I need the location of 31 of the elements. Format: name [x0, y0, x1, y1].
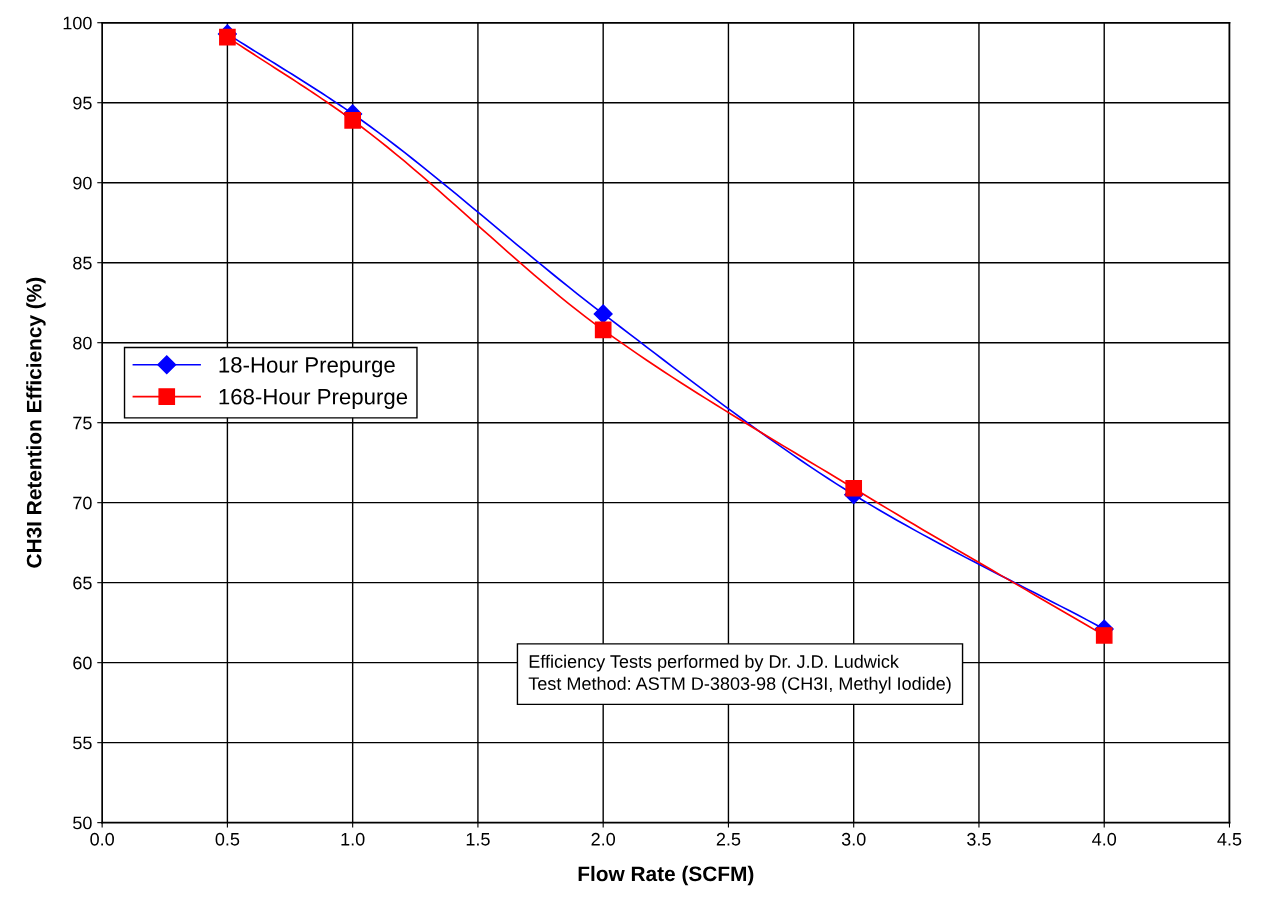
x-tick-label: 4.5 — [1217, 833, 1242, 846]
y-tick-label: 70 — [73, 496, 92, 510]
y-tick-label: 80 — [73, 336, 92, 350]
legend-label: 168-Hour Prepurge — [219, 388, 408, 409]
x-axis-title: Flow Rate (SCFM) — [578, 865, 754, 886]
y-axis-title: CH3I Retention Efficiency (%) — [26, 277, 46, 568]
y-tick-label: 100 — [63, 16, 92, 30]
point — [845, 479, 863, 497]
x-tick-label: 2.5 — [716, 832, 741, 846]
x-tick-label: 4.0 — [1092, 832, 1117, 846]
y-tick-label: 55 — [73, 736, 92, 750]
y-tick-label: 75 — [73, 416, 92, 430]
point — [594, 321, 612, 339]
x-tick-label: 0.0 — [90, 832, 114, 846]
y-tick-label: 60 — [73, 656, 92, 670]
point — [344, 111, 361, 129]
x-tick-label: 2.0 — [591, 832, 616, 846]
point — [593, 304, 613, 324]
x-tick-label: 0.5 — [215, 832, 240, 846]
x-tick-label: 1.5 — [466, 833, 490, 846]
y-tick-label: 65 — [73, 576, 92, 590]
point — [1095, 627, 1113, 644]
legend-label: 18-Hour Prepurge — [219, 357, 395, 378]
y-tick-label: 95 — [73, 96, 92, 110]
y-tick-label: 85 — [73, 256, 92, 270]
x-tick-label: 3.5 — [967, 832, 991, 846]
y-tick-label: 90 — [73, 176, 92, 190]
annotation: Efficiency Tests performed by Dr. J.D. Ludwick Test Method: ASTM D-3803-98 (CH3I, Methyl Iodide) — [528, 654, 951, 694]
x-tick-label: 3.0 — [841, 832, 866, 846]
x-tick-label: 1.0 — [341, 832, 365, 846]
y-tick-label: 50 — [73, 816, 92, 830]
